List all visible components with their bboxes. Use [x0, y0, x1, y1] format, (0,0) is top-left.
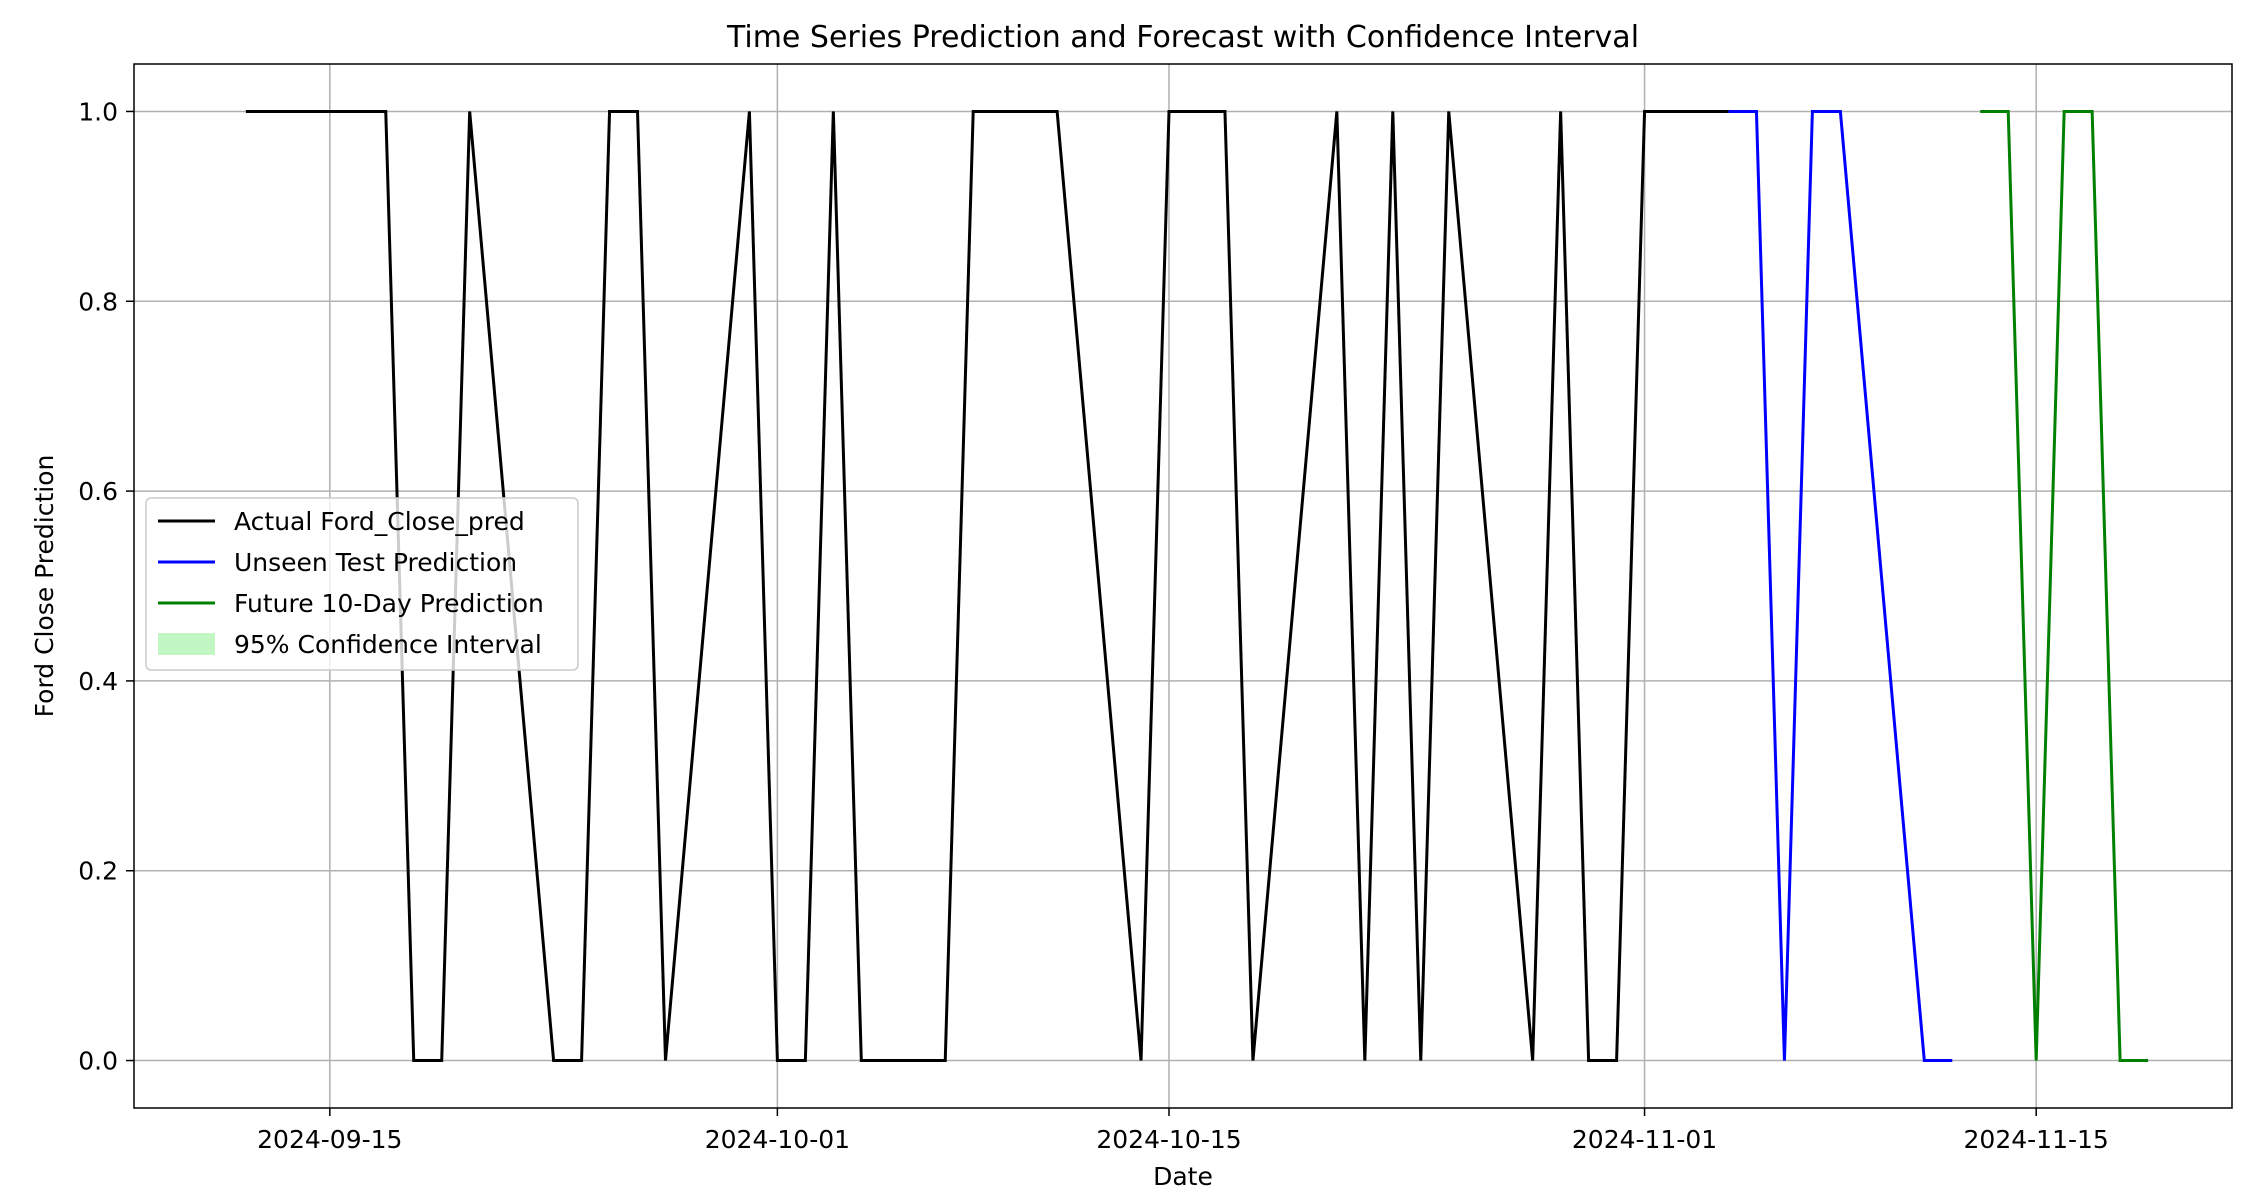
y-axis-label: Ford Close Prediction — [30, 455, 59, 718]
legend-swatch — [158, 633, 215, 655]
series-layer — [245, 109, 2149, 1063]
legend: Actual Ford_Close_pred Unseen Test Predic… — [145, 497, 579, 671]
legend-label: Future 10-Day Prediction — [234, 589, 544, 618]
x-tick-label: 2024-11-01 — [1572, 1125, 1717, 1154]
y-tick-label: 0.8 — [78, 287, 118, 316]
y-tick-label: 0.6 — [78, 477, 118, 506]
axes: 2024-09-15 2024-10-01 2024-10-15 2024-11-01… — [78, 97, 2109, 1154]
y-tick-label: 1.0 — [78, 97, 118, 126]
y-tick-label: 0.2 — [78, 857, 118, 886]
x-tick-label: 2024-09-15 — [257, 1125, 402, 1154]
x-tick-label: 2024-11-15 — [1964, 1125, 2109, 1154]
x-tick-label: 2024-10-15 — [1096, 1125, 1241, 1154]
legend-box — [145, 497, 579, 671]
legend-items: Actual Ford_Close_pred Unseen Test Predic… — [158, 507, 544, 659]
y-tick-label: 0.0 — [78, 1047, 118, 1076]
y-tick-label: 0.4 — [78, 667, 118, 696]
series-line-actual-ford-close-pred — [245, 109, 1729, 1063]
legend-label: Unseen Test Prediction — [234, 548, 517, 577]
plot-frame — [133, 63, 2233, 1109]
series-line-future-10-day-prediction — [1980, 109, 2149, 1063]
chart-title: Time Series Prediction and Forecast with… — [726, 20, 1639, 55]
legend-label: Actual Ford_Close_pred — [234, 507, 525, 536]
x-tick-label: 2024-10-01 — [705, 1125, 850, 1154]
series-line-unseen-test-prediction — [1728, 109, 1953, 1063]
x-axis-label: Date — [1153, 1162, 1213, 1191]
legend-label: 95% Confidence Interval — [234, 630, 542, 659]
